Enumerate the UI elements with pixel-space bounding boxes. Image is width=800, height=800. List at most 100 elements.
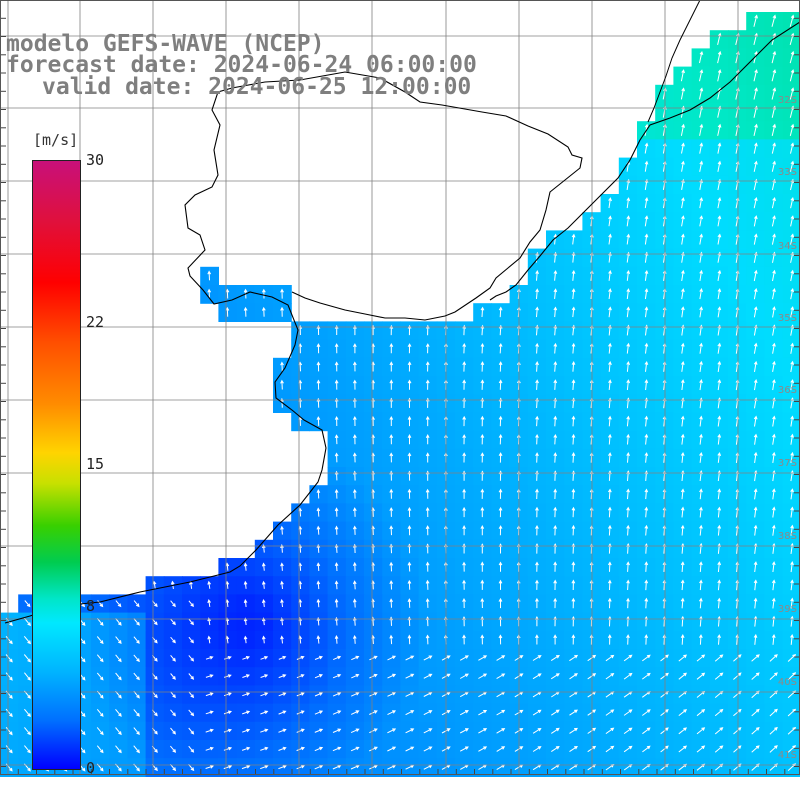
wind-arrow xyxy=(535,251,539,263)
colorbar-units: [m/s] xyxy=(33,131,79,149)
wind-arrow xyxy=(496,673,506,680)
wind-arrow xyxy=(316,324,321,336)
wind-arrow xyxy=(462,525,466,536)
wind-arrow xyxy=(571,452,576,463)
wind-arrow xyxy=(571,415,576,427)
wind-arrow xyxy=(535,452,539,463)
wind-arrow xyxy=(790,215,795,227)
forecast-date: forecast date: 2024-06-24 06:00:00 xyxy=(6,52,477,78)
wind-arrow xyxy=(278,674,287,679)
wind-arrow xyxy=(771,506,776,518)
wind-arrow xyxy=(115,672,122,681)
wind-arrow xyxy=(717,160,722,172)
wind-arrow xyxy=(790,142,795,154)
wind-arrow xyxy=(316,598,321,608)
wind-arrow xyxy=(699,87,704,100)
wind-arrow xyxy=(717,50,722,64)
wind-arrow xyxy=(680,579,685,591)
wind-speed-field xyxy=(0,12,800,777)
colorbar-tick-label: 30 xyxy=(86,151,105,169)
wind-arrow xyxy=(753,50,758,64)
model-title: modelo GEFS-WAVE (NCEP) xyxy=(6,31,325,57)
wind-arrow xyxy=(717,579,721,591)
wind-arrow xyxy=(423,673,433,679)
wind-arrow xyxy=(96,727,104,736)
wind-arrow xyxy=(608,197,612,209)
wind-arrow xyxy=(188,727,195,735)
wind-arrows xyxy=(5,14,797,772)
wind-arrow xyxy=(790,196,795,209)
wind-arrow xyxy=(771,579,776,591)
latitude-label: 38S xyxy=(777,531,797,542)
wind-arrow xyxy=(771,215,776,227)
wind-arrow xyxy=(660,727,669,735)
wind-arrow xyxy=(350,764,360,770)
wind-arrow xyxy=(280,635,284,644)
wind-arrow xyxy=(699,451,703,463)
wind-arrow xyxy=(699,524,703,536)
wind-arrow xyxy=(205,765,214,769)
wind-arrow xyxy=(789,50,795,64)
wind-arrow xyxy=(571,288,576,300)
wind-arrow xyxy=(425,579,430,590)
wind-arrow xyxy=(696,745,706,753)
wind-arrow xyxy=(352,415,357,427)
wind-arrow xyxy=(772,360,776,372)
wind-arrow xyxy=(498,488,503,499)
wind-arrow xyxy=(478,728,488,734)
wind-arrow xyxy=(423,655,433,661)
wind-arrow xyxy=(587,709,597,716)
wind-arrow xyxy=(133,709,140,717)
wind-arrow xyxy=(316,635,321,644)
wind-arrow xyxy=(5,672,13,681)
wind-arrow xyxy=(771,87,777,100)
wind-arrow xyxy=(389,580,394,590)
wind-arrow xyxy=(681,178,685,190)
wind-arrow xyxy=(772,269,776,282)
wind-arrow xyxy=(790,233,795,245)
wind-arrow xyxy=(553,306,558,318)
wind-arrow xyxy=(699,579,703,591)
wind-arrow xyxy=(660,709,669,716)
wind-arrow xyxy=(316,489,321,499)
wind-arrow xyxy=(772,451,776,463)
wind-arrow xyxy=(459,728,469,734)
wind-arrow xyxy=(733,708,742,717)
wind-arrow xyxy=(407,452,412,463)
wind-arrow xyxy=(608,269,612,281)
wind-arrow xyxy=(478,655,488,661)
wind-arrow xyxy=(498,342,503,354)
wind-arrow xyxy=(790,415,794,427)
wind-arrow xyxy=(407,525,412,536)
wind-arrow xyxy=(626,561,630,572)
wind-arrow xyxy=(660,654,669,662)
wind-arrow xyxy=(405,691,415,697)
wind-arrow xyxy=(714,745,724,753)
wind-arrow xyxy=(681,360,685,372)
wind-arrow xyxy=(243,580,248,589)
wind-arrow xyxy=(261,635,266,644)
wind-arrow xyxy=(717,269,722,281)
wind-arrow xyxy=(626,342,631,354)
wind-arrow xyxy=(678,672,687,680)
wind-arrow xyxy=(626,488,630,500)
wind-arrow xyxy=(316,507,321,517)
wind-arrow xyxy=(423,710,433,716)
wind-arrow xyxy=(24,745,31,754)
wind-arrow xyxy=(607,597,612,609)
wind-arrow xyxy=(462,561,466,572)
wind-arrow xyxy=(535,270,539,281)
wind-arrow xyxy=(462,434,467,445)
wind-arrow xyxy=(498,361,503,372)
wind-arrow xyxy=(717,379,722,391)
wind-arrow xyxy=(407,579,412,590)
wind-arrow xyxy=(571,251,576,263)
wind-arrow xyxy=(223,765,233,770)
wind-arrow xyxy=(790,342,795,354)
wind-arrow xyxy=(644,342,649,354)
wind-arrow xyxy=(480,634,485,645)
wind-arrow xyxy=(642,727,651,735)
wind-arrow xyxy=(407,343,412,354)
wind-arrow xyxy=(717,69,722,82)
